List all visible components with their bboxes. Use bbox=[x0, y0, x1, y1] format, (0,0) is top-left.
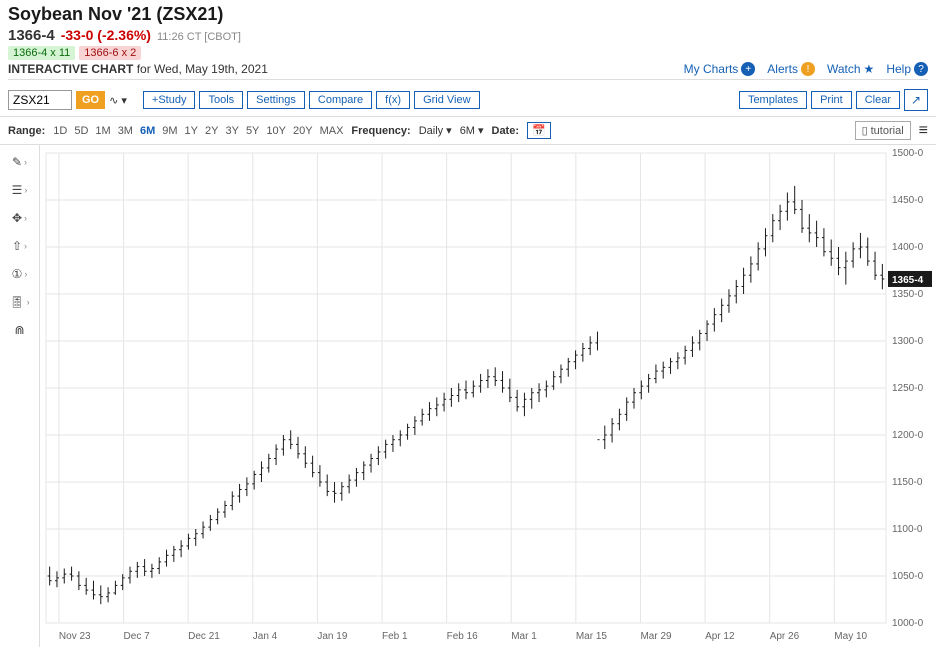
svg-text:1050-0: 1050-0 bbox=[892, 571, 924, 582]
mycharts-link[interactable]: My Charts+ bbox=[684, 62, 756, 76]
svg-text:Jan 19: Jan 19 bbox=[317, 631, 347, 642]
drawing-tool-palette: ✎› ☰› ✥› ⇧› ①› 🎚› ⋒ bbox=[0, 145, 40, 647]
sliders-icon: 🎚 bbox=[9, 295, 24, 309]
settings-button[interactable]: Settings bbox=[247, 91, 305, 109]
date-picker[interactable]: 📅 bbox=[527, 122, 551, 139]
study-button[interactable]: +Study bbox=[143, 91, 196, 109]
svg-text:Feb 16: Feb 16 bbox=[447, 631, 479, 642]
svg-text:Nov 23: Nov 23 bbox=[59, 631, 91, 642]
crosshair-icon: ✥ bbox=[12, 211, 22, 225]
bid-quote: 1366-4 x 11 bbox=[8, 46, 75, 60]
range-options: 1D 5D 1M 3M 6M 9M 1Y 2Y 3Y 5Y 10Y 20Y MAX bbox=[53, 125, 343, 137]
svg-text:Mar 29: Mar 29 bbox=[640, 631, 672, 642]
magnet-tool[interactable]: ⋒ bbox=[4, 321, 36, 339]
svg-text:1200-0: 1200-0 bbox=[892, 430, 924, 441]
fx-button[interactable]: f(x) bbox=[376, 91, 410, 109]
svg-text:Apr 26: Apr 26 bbox=[770, 631, 800, 642]
print-button[interactable]: Print bbox=[811, 91, 852, 109]
chevron-down-icon: ▾ bbox=[446, 124, 452, 137]
range-option-9m[interactable]: 9M bbox=[162, 125, 177, 137]
svg-text:Dec 21: Dec 21 bbox=[188, 631, 220, 642]
alert-icon: ! bbox=[801, 62, 815, 76]
ask-quote: 1366-6 x 2 bbox=[79, 46, 141, 60]
tutorial-button[interactable]: ▯tutorial bbox=[855, 121, 911, 140]
chart-subtitle: INTERACTIVE CHART for Wed, May 19th, 202… bbox=[8, 62, 268, 76]
svg-text:1365-4: 1365-4 bbox=[892, 275, 924, 286]
svg-text:1250-0: 1250-0 bbox=[892, 383, 924, 394]
magnet-icon: ⋒ bbox=[14, 323, 24, 337]
range-option-1m[interactable]: 1M bbox=[95, 125, 110, 137]
svg-text:Apr 12: Apr 12 bbox=[705, 631, 735, 642]
alerts-link[interactable]: Alerts! bbox=[767, 62, 815, 76]
templates-button[interactable]: Templates bbox=[739, 91, 807, 109]
gridview-button[interactable]: Grid View bbox=[414, 91, 479, 109]
pencil-icon: ✎ bbox=[12, 155, 22, 169]
svg-text:May 10: May 10 bbox=[834, 631, 867, 642]
expand-icon: ↗ bbox=[911, 93, 921, 107]
svg-text:1350-0: 1350-0 bbox=[892, 289, 924, 300]
range-option-6m[interactable]: 6M bbox=[140, 125, 155, 137]
svg-text:1150-0: 1150-0 bbox=[892, 477, 923, 488]
settings-tool[interactable]: 🎚› bbox=[4, 293, 36, 311]
crosshair-tool[interactable]: ✥› bbox=[4, 209, 36, 227]
instrument-title: Soybean Nov '21 (ZSX21) bbox=[8, 4, 928, 25]
expand-button[interactable]: ↗ bbox=[904, 89, 928, 111]
chevron-down-icon: ▾ bbox=[478, 124, 484, 137]
range-option-1d[interactable]: 1D bbox=[53, 125, 67, 137]
price-change: -33-0 (-2.36%) bbox=[61, 27, 151, 43]
frequency-label: Frequency: bbox=[351, 125, 410, 137]
svg-text:Dec 7: Dec 7 bbox=[124, 631, 151, 642]
menu-button[interactable]: ≡ bbox=[919, 122, 928, 140]
help-link[interactable]: Help? bbox=[886, 62, 928, 76]
range-option-5y[interactable]: 5Y bbox=[246, 125, 259, 137]
list-icon: ☰ bbox=[12, 183, 23, 197]
svg-text:Feb 1: Feb 1 bbox=[382, 631, 408, 642]
circle-tool[interactable]: ①› bbox=[4, 265, 36, 283]
range-option-5d[interactable]: 5D bbox=[74, 125, 88, 137]
arrow-tool[interactable]: ⇧› bbox=[4, 237, 36, 255]
svg-text:1450-0: 1450-0 bbox=[892, 195, 924, 206]
frequency-select[interactable]: Daily ▾ bbox=[419, 124, 452, 137]
arrow-up-icon: ⇧ bbox=[12, 239, 22, 253]
svg-text:Mar 1: Mar 1 bbox=[511, 631, 537, 642]
svg-text:1500-0: 1500-0 bbox=[892, 148, 924, 159]
range-label: Range: bbox=[8, 125, 45, 137]
range-option-10y[interactable]: 10Y bbox=[266, 125, 286, 137]
circle-one-icon: ① bbox=[12, 267, 23, 281]
list-tool[interactable]: ☰› bbox=[4, 181, 36, 199]
svg-text:Jan 4: Jan 4 bbox=[253, 631, 278, 642]
svg-text:1400-0: 1400-0 bbox=[892, 242, 924, 253]
help-icon: ? bbox=[914, 62, 928, 76]
go-button[interactable]: GO bbox=[76, 91, 105, 109]
clear-button[interactable]: Clear bbox=[856, 91, 900, 109]
range-option-2y[interactable]: 2Y bbox=[205, 125, 218, 137]
range-option-20y[interactable]: 20Y bbox=[293, 125, 313, 137]
symbol-input[interactable] bbox=[8, 90, 72, 110]
period-select[interactable]: 6M ▾ bbox=[460, 124, 484, 137]
price-chart[interactable]: 1000-0 1050-0 1100-0 1150-0 1200-0 1250-0 1300… bbox=[40, 145, 936, 647]
svg-text:1300-0: 1300-0 bbox=[892, 336, 924, 347]
svg-text:1100-0: 1100-0 bbox=[892, 524, 923, 535]
plus-icon: + bbox=[741, 62, 755, 76]
watch-link[interactable]: Watch★ bbox=[827, 62, 874, 76]
svg-text:Mar 15: Mar 15 bbox=[576, 631, 608, 642]
svg-text:1000-0: 1000-0 bbox=[892, 618, 924, 629]
last-price: 1366-4 bbox=[8, 27, 55, 44]
tools-button[interactable]: Tools bbox=[199, 91, 243, 109]
line-tool[interactable]: ✎› bbox=[4, 153, 36, 171]
chart-type-dropdown[interactable]: ∿ ▾ bbox=[109, 94, 127, 107]
range-option-max[interactable]: MAX bbox=[320, 125, 344, 137]
range-option-3m[interactable]: 3M bbox=[118, 125, 133, 137]
calendar-icon: 📅 bbox=[532, 125, 546, 137]
range-option-1y[interactable]: 1Y bbox=[185, 125, 198, 137]
timestamp: 11:26 CT [CBOT] bbox=[157, 31, 241, 43]
compare-button[interactable]: Compare bbox=[309, 91, 372, 109]
screen-icon: ▯ bbox=[862, 124, 868, 137]
date-label: Date: bbox=[492, 125, 520, 137]
range-option-3y[interactable]: 3Y bbox=[225, 125, 238, 137]
star-icon: ★ bbox=[864, 62, 875, 76]
